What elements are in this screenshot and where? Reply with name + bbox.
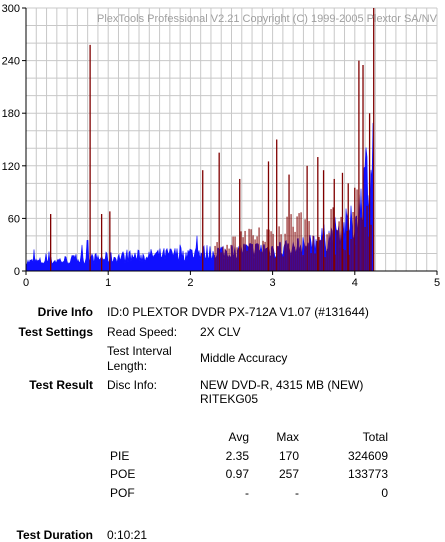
disc-info-label: Disc Info:	[107, 378, 158, 392]
x-tick-label: 2	[187, 277, 193, 289]
test-interval-value: Middle Accuracy	[200, 351, 288, 365]
stats-row-total: 324609	[347, 449, 388, 463]
test-result-label: Test Result	[29, 378, 93, 392]
stats-row-max: -	[295, 486, 299, 500]
test-interval-label: Test Interval	[107, 344, 172, 358]
stats-row-name: POF	[110, 486, 135, 500]
watermark-text: PlexTools Professional V2.21 Copyright (…	[97, 13, 438, 25]
y-tick-label: 240	[2, 56, 20, 68]
test-interval-length-label: Length:	[107, 359, 148, 373]
stats-row-avg: 2.35	[225, 449, 249, 463]
pie-poe-chart: 0 1 2 3 4 5 0 60 120 180 240 300 PlexTools Professi…	[2, 3, 440, 289]
stats-row-avg: 0.97	[225, 467, 249, 481]
stats-row-name: PIE	[110, 449, 130, 463]
y-tick-label: 0	[14, 266, 20, 278]
chart-grid	[25, 7, 438, 272]
chart-axes	[25, 8, 437, 272]
y-tick-label: 180	[2, 108, 20, 120]
x-tick-label: 1	[105, 277, 111, 289]
poe-series	[50, 8, 375, 271]
y-tick-label: 300	[2, 3, 20, 15]
stats-header-total: Total	[362, 430, 388, 444]
y-tick-label: 120	[2, 161, 20, 173]
x-tick-label: 3	[270, 277, 276, 289]
stats-row-avg: -	[245, 486, 249, 500]
drive-info-value: ID:0 PLEXTOR DVDR PX-712A V1.07 (#131644…	[107, 305, 369, 319]
read-speed-value: 2X CLV	[200, 325, 241, 339]
x-tick-label: 5	[434, 277, 440, 289]
drive-info-label: Drive Info	[37, 305, 93, 319]
chart-tick-labels: 0 1 2 3 4 5 0 60 120 180 240 300	[2, 3, 440, 289]
disc-info-line1: NEW DVD-R, 4315 MB (NEW)	[200, 378, 364, 392]
y-tick-label: 60	[8, 213, 20, 225]
stats-header-max: Max	[276, 430, 299, 444]
test-duration-value: 0:10:21	[107, 528, 148, 542]
stats-header-avg: Avg	[228, 430, 249, 444]
x-tick-label: 0	[23, 277, 29, 289]
test-settings-label: Test Settings	[18, 325, 93, 339]
read-speed-label: Read Speed:	[107, 325, 178, 339]
x-tick-label: 4	[352, 277, 358, 289]
stats-row-total: 133773	[347, 467, 388, 481]
stats-row-name: POE	[110, 467, 136, 481]
disc-info-line2: RITEKG05	[200, 392, 259, 406]
stats-row-max: 257	[278, 467, 299, 481]
stats-row-total: 0	[381, 486, 388, 500]
stats-row-max: 170	[278, 449, 299, 463]
test-duration-label: Test Duration	[16, 528, 93, 542]
